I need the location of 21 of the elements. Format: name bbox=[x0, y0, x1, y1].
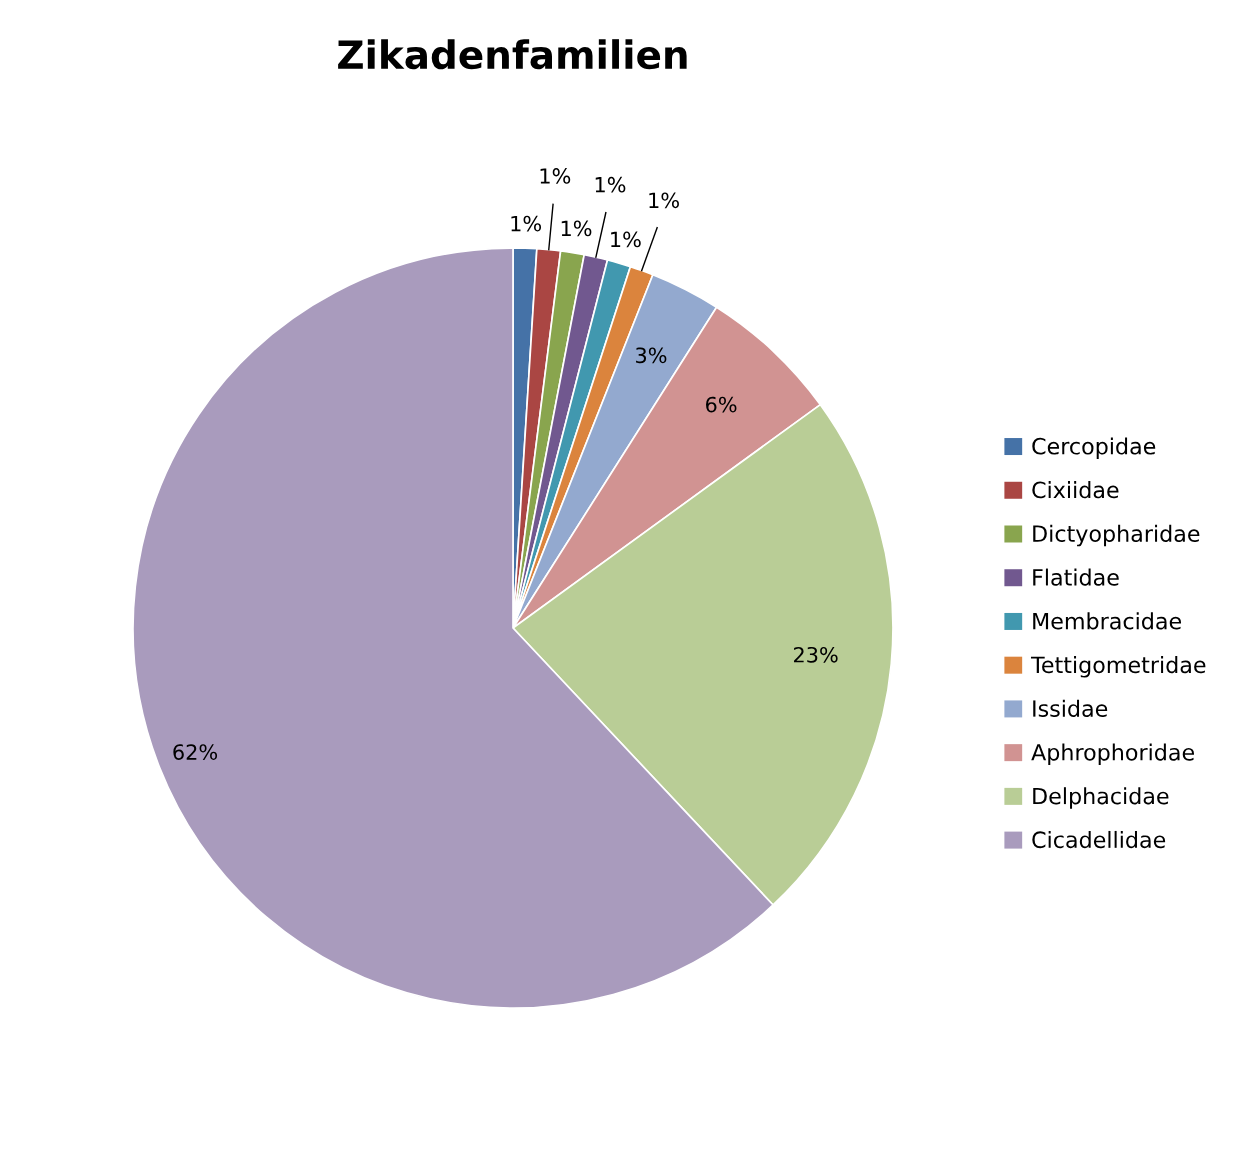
data-label: 1% bbox=[649, 192, 679, 209]
legend-label: Issidae bbox=[1033, 699, 1108, 717]
legend-label: Cercopidae bbox=[1032, 437, 1156, 459]
legend-label: Cixiidae bbox=[1032, 481, 1119, 499]
data-label: 1% bbox=[561, 220, 592, 237]
data-label: 1% bbox=[540, 168, 571, 184]
data-label: 23% bbox=[793, 646, 838, 663]
legend-label: Tettigometridae bbox=[1030, 656, 1206, 678]
legend-label: Aphrophoridae bbox=[1031, 743, 1194, 765]
data-label: 3% bbox=[636, 347, 667, 364]
data-label: 1% bbox=[611, 231, 641, 248]
legend-label: Delphacidae bbox=[1033, 787, 1169, 809]
legend-label: Cicadellidae bbox=[1032, 830, 1166, 849]
data-label: 6% bbox=[706, 396, 737, 413]
legend-label: Flatidae bbox=[1033, 568, 1119, 586]
data-label: 62% bbox=[173, 744, 218, 760]
legend-label: Dictyopharidae bbox=[1033, 524, 1200, 547]
chart-title: Zikadenfamilien bbox=[338, 39, 687, 70]
data-label: 1% bbox=[511, 215, 542, 232]
data-label: 1% bbox=[595, 176, 626, 193]
legend-label: Membracidae bbox=[1033, 612, 1182, 630]
